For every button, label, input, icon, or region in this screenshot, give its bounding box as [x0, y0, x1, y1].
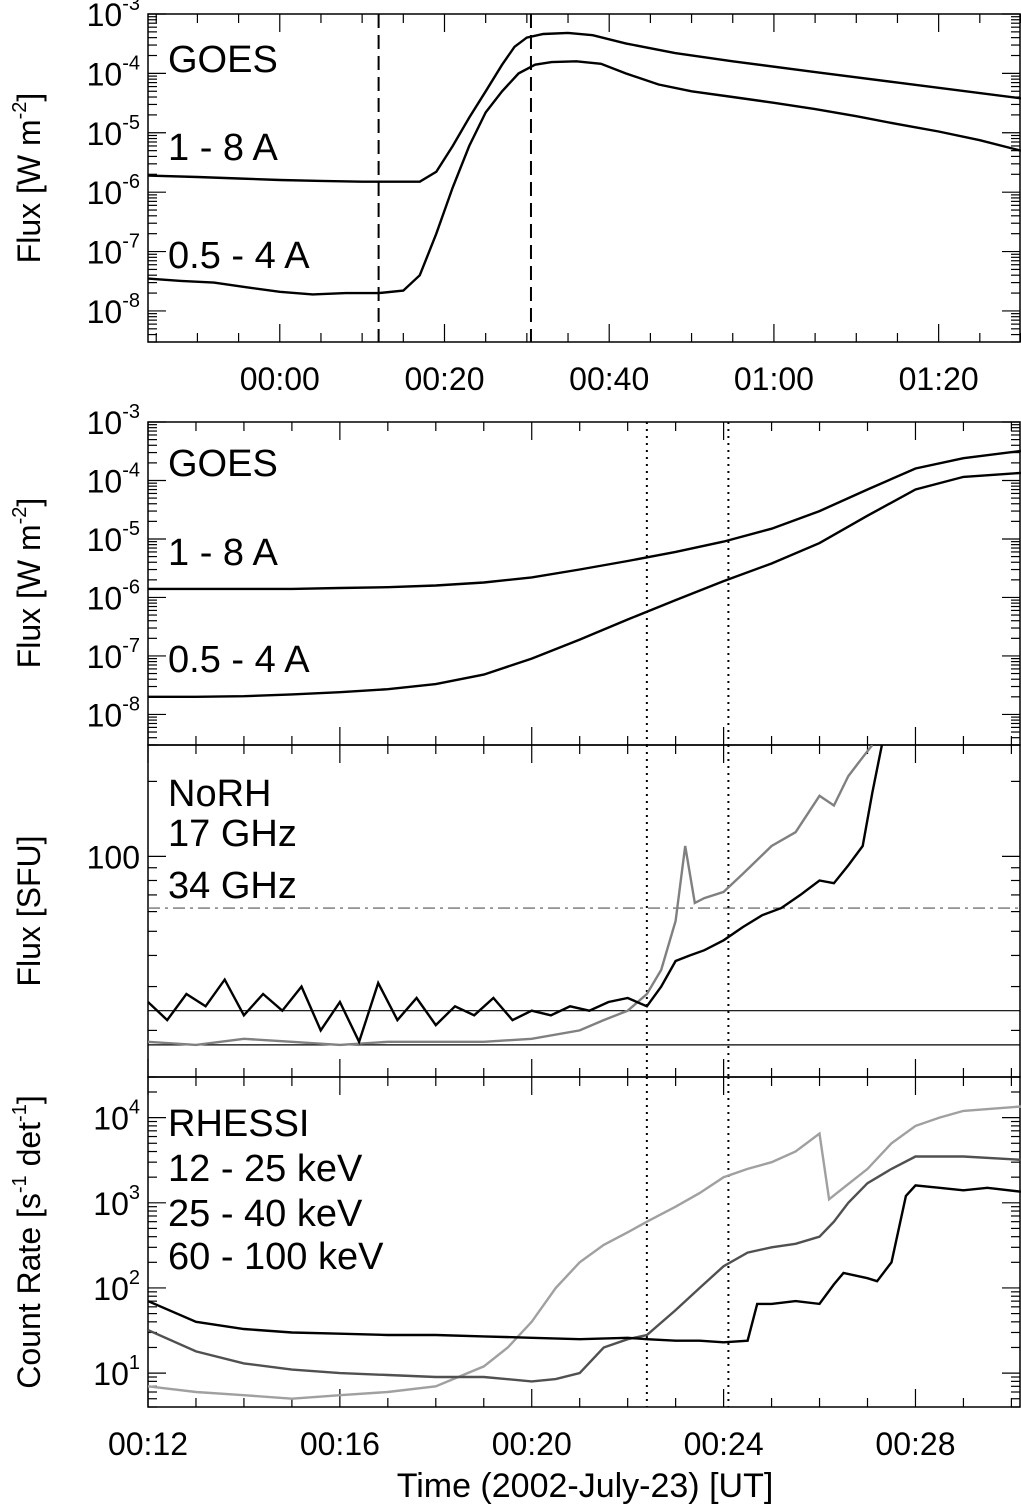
- plot-frame: [147, 744, 1021, 1078]
- y-tick-label: 10-4: [87, 459, 140, 499]
- y-tick-label: 10-5: [87, 518, 140, 558]
- y-tick-label: 104: [93, 1097, 140, 1137]
- y-axis-label: Count Rate [s-1 det-1]: [9, 1095, 47, 1389]
- y-tick-label: 10-6: [87, 576, 140, 616]
- annotation-label: RHESSI: [168, 1103, 309, 1145]
- plot-frame: [147, 421, 1021, 746]
- annotation-label: 0.5 - 4 A: [168, 235, 310, 277]
- series-line: [148, 745, 874, 1047]
- series-line: [148, 449, 1021, 591]
- y-tick-label: 10-3: [87, 0, 140, 33]
- x-tick-label: 01:00: [734, 361, 814, 397]
- annotation-label: 1 - 8 A: [168, 532, 278, 574]
- y-tick-label: 102: [93, 1267, 140, 1307]
- annotation-label: GOES: [168, 443, 278, 485]
- y-tick-label: 103: [93, 1182, 140, 1222]
- y-tick-label: 10-8: [87, 693, 140, 733]
- x-tick-label: 00:16: [300, 1426, 380, 1462]
- y-tick-label: 10-4: [87, 52, 140, 92]
- y-tick-label: 10-8: [87, 290, 140, 330]
- series-line: [148, 745, 884, 1046]
- annotation-label: GOES: [168, 39, 278, 81]
- annotation-label: 12 - 25 keV: [168, 1148, 363, 1190]
- x-tick-label: 01:20: [899, 361, 979, 397]
- annotation-label: 0.5 - 4 A: [168, 639, 310, 681]
- plot-frame: [147, 13, 1021, 343]
- y-tick-label: 10-3: [87, 401, 140, 441]
- x-tick-label: 00:12: [108, 1426, 188, 1462]
- y-tick-label: 101: [93, 1352, 140, 1392]
- y-tick-label: 10-5: [87, 112, 140, 152]
- rhessi-panel: 101 102 103 104 00:12 00:16 00:20 00:24 00:28 Cou…: [9, 1076, 1021, 1462]
- x-tick-label: 00:40: [569, 361, 649, 397]
- series-line: [148, 1184, 1021, 1344]
- annotation-label: 17 GHz: [168, 813, 297, 855]
- x-tick-label: 00:28: [875, 1426, 955, 1462]
- annotation-label: 60 - 100 keV: [168, 1236, 384, 1278]
- annotation-label: NoRH: [168, 773, 271, 815]
- annotation-label: 34 GHz: [168, 865, 297, 907]
- y-tick-label: 10-7: [87, 635, 140, 675]
- annotation-label: 1 - 8 A: [168, 127, 278, 169]
- plot-frame: [147, 1076, 1021, 1408]
- series-line: [148, 1105, 1021, 1400]
- series-line: [148, 471, 1021, 698]
- x-tick-label: 00:24: [684, 1426, 764, 1462]
- x-axis-title: Time (2002-July-23) [UT]: [397, 1467, 774, 1505]
- goes-zoom-panel: 10-8 10-7 10-6 10-5 10-4 10-3 Flux [W m-2] GOES…: [9, 401, 1021, 746]
- goes-overview-panel: 10-8 10-7 10-6 10-5 10-4 10-3 00:00 00:20 00:40 0…: [9, 0, 1021, 397]
- y-axis-label: Flux [W m-2]: [9, 93, 47, 264]
- y-tick-label: 10-7: [87, 231, 140, 271]
- y-tick-label: 10-6: [87, 171, 140, 211]
- series-line: [148, 60, 1021, 296]
- y-tick-label: 100: [87, 839, 140, 875]
- series-line: [148, 31, 1021, 183]
- series-line: [148, 1155, 1021, 1383]
- x-tick-label: 00:00: [240, 361, 320, 397]
- annotation-label: 25 - 40 keV: [168, 1193, 363, 1235]
- y-axis-label: Flux [SFU]: [11, 835, 47, 986]
- x-tick-label: 00:20: [404, 361, 484, 397]
- y-axis-label: Flux [W m-2]: [9, 498, 47, 669]
- x-tick-label: 00:20: [492, 1426, 572, 1462]
